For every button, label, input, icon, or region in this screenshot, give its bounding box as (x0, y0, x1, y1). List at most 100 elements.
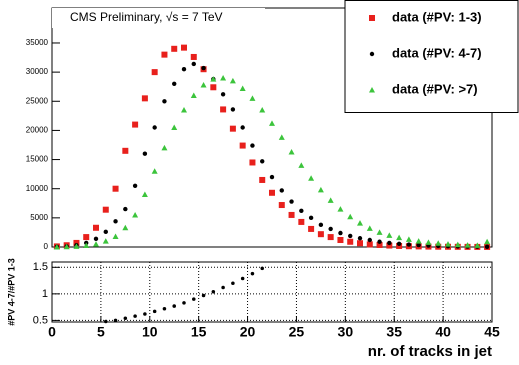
marker (288, 148, 295, 155)
marker (161, 51, 168, 58)
marker (474, 242, 481, 248)
marker (192, 297, 196, 301)
marker (405, 236, 412, 242)
marker (239, 142, 246, 149)
marker (357, 236, 363, 241)
marker (132, 121, 139, 128)
marker (210, 84, 217, 91)
marker (151, 168, 158, 174)
y-tick-label: 25000 (26, 96, 49, 105)
marker (386, 242, 393, 249)
marker (220, 106, 227, 113)
marker (250, 143, 255, 148)
marker (132, 183, 138, 188)
marker (83, 242, 90, 249)
marker (73, 243, 80, 249)
marker (122, 147, 129, 154)
legend-label: data (#PV: 1-3) (392, 9, 482, 24)
marker (103, 229, 108, 235)
x-tick-label: 45 (484, 324, 500, 340)
marker (278, 134, 285, 140)
marker (53, 243, 60, 250)
marker (328, 226, 333, 232)
y-tick-label: 1.5 (33, 261, 48, 273)
marker (182, 301, 186, 305)
marker (269, 174, 275, 180)
marker (347, 238, 354, 245)
marker (299, 208, 304, 214)
top-frame (51, 7, 493, 248)
x-tick-label: 0 (48, 324, 56, 340)
marker (308, 175, 315, 181)
marker (141, 191, 148, 198)
marker (278, 202, 285, 209)
marker (269, 189, 275, 196)
y-tick-label: 0.5 (33, 314, 48, 326)
marker (220, 92, 226, 97)
marker (337, 206, 344, 212)
marker (269, 120, 275, 126)
marker (143, 312, 147, 316)
marker (484, 238, 491, 245)
marker (93, 224, 99, 231)
marker (369, 51, 375, 57)
marker (357, 220, 363, 226)
marker (190, 53, 197, 60)
marker (113, 219, 118, 224)
marker (162, 306, 167, 311)
marker (63, 243, 70, 250)
marker (415, 238, 422, 244)
legend-label: data (#PV: >7) (392, 81, 478, 96)
marker (317, 186, 324, 193)
marker (279, 188, 284, 193)
marker (369, 15, 375, 21)
marker (142, 151, 148, 156)
marker (348, 233, 353, 239)
marker (220, 74, 227, 81)
marker (191, 61, 196, 67)
marker (298, 162, 305, 168)
marker (230, 107, 236, 112)
marker (93, 236, 99, 242)
marker (318, 222, 324, 228)
x-tick-label: 20 (240, 324, 256, 340)
marker (102, 238, 109, 244)
marker (260, 266, 264, 271)
marker (425, 239, 432, 245)
marker (141, 95, 148, 102)
x-tick-label: 5 (97, 324, 105, 340)
marker (102, 206, 109, 213)
y-tick-label: 10000 (26, 184, 49, 193)
marker (201, 65, 206, 71)
marker (104, 319, 108, 324)
marker (133, 314, 137, 318)
marker (249, 159, 256, 166)
marker (396, 234, 403, 241)
marker (337, 237, 344, 244)
marker (259, 107, 266, 113)
marker (288, 211, 295, 218)
marker (83, 234, 90, 241)
legend-label: data (#PV: 4-7) (392, 45, 482, 60)
marker (231, 281, 235, 285)
marker (445, 241, 451, 247)
y-tick-label: 5000 (30, 213, 48, 222)
y-tick-label: 0 (44, 242, 49, 251)
marker (161, 144, 168, 151)
marker (367, 237, 372, 243)
marker (376, 229, 383, 235)
title-box (52, 8, 265, 28)
y-tick-label: 20000 (26, 126, 49, 135)
marker (132, 211, 139, 218)
marker (181, 44, 187, 51)
marker (113, 318, 118, 323)
marker (229, 125, 236, 132)
marker (386, 232, 393, 238)
marker (112, 233, 119, 240)
marker (172, 304, 176, 308)
x-axis-label: nr. of tracks in jet (368, 343, 492, 360)
marker (308, 225, 315, 232)
marker (387, 240, 392, 246)
marker (73, 239, 80, 246)
marker (151, 69, 158, 76)
